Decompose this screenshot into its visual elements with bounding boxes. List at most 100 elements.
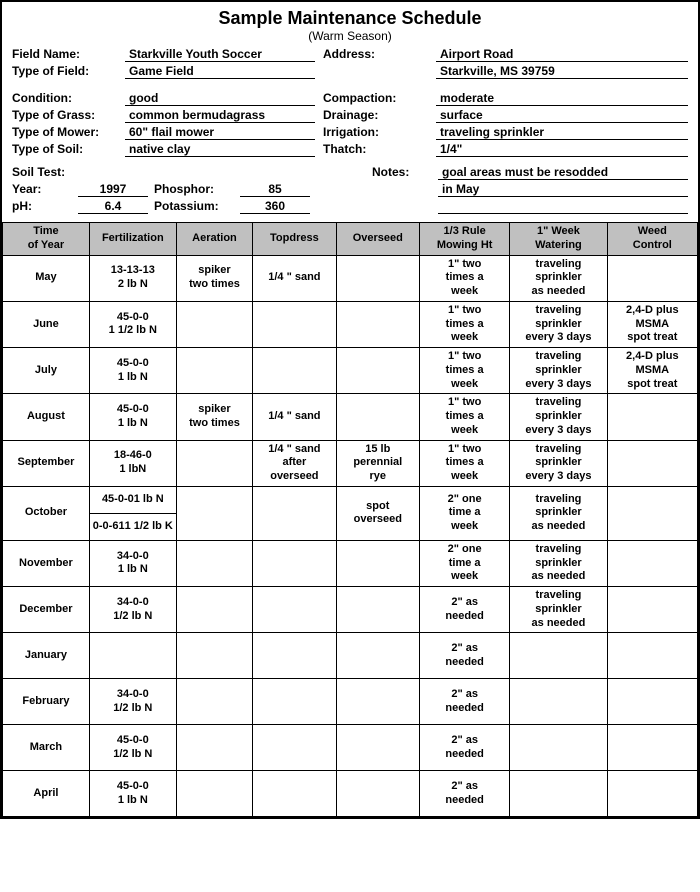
table-cell: travelingsprinkleras needed — [510, 587, 607, 633]
table-cell: 34-0-01/2 lb N — [89, 679, 176, 725]
table-cell: February — [3, 679, 90, 725]
table-cell — [176, 771, 252, 817]
table-cell: September — [3, 440, 90, 486]
table-header-cell: Overseed — [336, 223, 419, 256]
table-cell: travelingsprinklerevery 3 days — [510, 440, 607, 486]
label-condition: Condition: — [12, 91, 117, 106]
table-cell: travelingsprinklerevery 3 days — [510, 394, 607, 440]
table-cell: 2" onetime aweek — [419, 486, 509, 540]
value-potassium: 360 — [240, 199, 310, 214]
table-cell — [336, 771, 419, 817]
table-cell: December — [3, 587, 90, 633]
table-cell: spikertwo times — [176, 394, 252, 440]
table-cell — [253, 633, 336, 679]
table-cell: 2,4-D plusMSMAspot treat — [607, 348, 697, 394]
table-cell: spotoverseed — [336, 486, 419, 540]
table-cell: 18-46-01 lbN — [89, 440, 176, 486]
table-header-cell: Fertilization — [89, 223, 176, 256]
value-address1: Airport Road — [436, 47, 688, 62]
value-phosphor: 85 — [240, 182, 310, 197]
table-row: November34-0-01 lb N2" onetime aweektrav… — [3, 540, 698, 586]
table-cell — [336, 725, 419, 771]
table-cell — [253, 301, 336, 347]
table-row: December34-0-01/2 lb N2" asneededtraveli… — [3, 587, 698, 633]
table-row: July45-0-01 lb N 1" twotimes aweektraveli… — [3, 348, 698, 394]
value-address2: Starkville, MS 39759 — [436, 64, 688, 79]
table-cell: 1/4 " sand — [253, 255, 336, 301]
value-grass: common bermudagrass — [125, 108, 315, 123]
table-cell — [176, 440, 252, 486]
table-row: April45-0-01 lb N2" asneeded — [3, 771, 698, 817]
table-cell: 2" asneeded — [419, 725, 509, 771]
table-cell — [89, 633, 176, 679]
label-field-name: Field Name: — [12, 47, 117, 62]
table-cell: 2" onetime aweek — [419, 540, 509, 586]
label-type-field: Type of Field: — [12, 64, 117, 79]
table-cell — [607, 587, 697, 633]
table-cell: August — [3, 394, 90, 440]
table-cell — [253, 348, 336, 394]
page-subtitle: (Warm Season) — [12, 29, 688, 43]
label-notes: Notes: — [372, 165, 432, 180]
table-cell: 1/4 " sand — [253, 394, 336, 440]
table-cell — [336, 633, 419, 679]
value-drainage: surface — [436, 108, 688, 123]
table-cell: travelingsprinkleras needed — [510, 255, 607, 301]
table-cell: 2" asneeded — [419, 771, 509, 817]
table-cell — [253, 540, 336, 586]
label-compaction: Compaction: — [323, 91, 428, 106]
table-cell: 45-0-01 1/2 lb N — [89, 301, 176, 347]
table-cell — [336, 255, 419, 301]
label-ph: pH: — [12, 199, 72, 214]
info-grid: Field Name: Starkville Youth Soccer Addr… — [12, 47, 688, 157]
table-cell: 45-0-01 lb N — [89, 394, 176, 440]
table-cell — [253, 725, 336, 771]
page-container: Sample Maintenance Schedule (Warm Season… — [0, 0, 700, 819]
table-row: October45-0-01 lb N0-0-611 1/2 lb Kspoto… — [3, 486, 698, 540]
table-cell — [607, 255, 697, 301]
table-row: August45-0-01 lb Nspikertwo times1/4 " s… — [3, 394, 698, 440]
table-cell: 1" twotimes aweek — [419, 348, 509, 394]
table-cell — [336, 679, 419, 725]
table-cell: 1" twotimes aweek — [419, 255, 509, 301]
value-type-field: Game Field — [125, 64, 315, 79]
table-cell: travelingsprinklerevery 3 days — [510, 301, 607, 347]
label-blank — [323, 64, 428, 79]
table-cell — [607, 679, 697, 725]
table-cell — [336, 587, 419, 633]
table-cell: 2" asneeded — [419, 633, 509, 679]
table-cell — [607, 394, 697, 440]
table-cell: October — [3, 486, 90, 540]
table-cell: travelingsprinklerevery 3 days — [510, 348, 607, 394]
table-cell: July — [3, 348, 90, 394]
table-cell: 34-0-01/2 lb N — [89, 587, 176, 633]
table-cell: 45-0-01 lb N — [89, 348, 176, 394]
table-cell — [607, 725, 697, 771]
table-cell — [607, 486, 697, 540]
table-row: June45-0-01 1/2 lb N1" twotimes aweektra… — [3, 301, 698, 347]
table-row: January2" asneeded — [3, 633, 698, 679]
table-cell — [176, 587, 252, 633]
table-cell — [253, 771, 336, 817]
value-year: 1997 — [78, 182, 148, 197]
table-cell: 45-0-01 lb N — [89, 771, 176, 817]
table-header-cell: 1/3 RuleMowing Ht — [419, 223, 509, 256]
table-row: May13-13-132 lb Nspikertwo times1/4 " sa… — [3, 255, 698, 301]
label-potassium: Potassium: — [154, 199, 234, 214]
table-header-cell: Topdress — [253, 223, 336, 256]
value-irrigation: traveling sprinkler — [436, 125, 688, 140]
schedule-table: Timeof YearFertilizationAerationTopdress… — [2, 222, 698, 817]
table-cell — [176, 301, 252, 347]
value-soil: native clay — [125, 142, 315, 157]
value-condition: good — [125, 91, 315, 106]
table-cell: 1" twotimes aweek — [419, 440, 509, 486]
table-header-cell: Timeof Year — [3, 223, 90, 256]
table-cell: spikertwo times — [176, 255, 252, 301]
table-cell: March — [3, 725, 90, 771]
table-cell: 45-0-01/2 lb N — [89, 725, 176, 771]
label-grass: Type of Grass: — [12, 108, 117, 123]
value-notes3 — [438, 199, 688, 214]
table-cell: 2" asneeded — [419, 679, 509, 725]
table-cell — [336, 301, 419, 347]
label-drainage: Drainage: — [323, 108, 428, 123]
